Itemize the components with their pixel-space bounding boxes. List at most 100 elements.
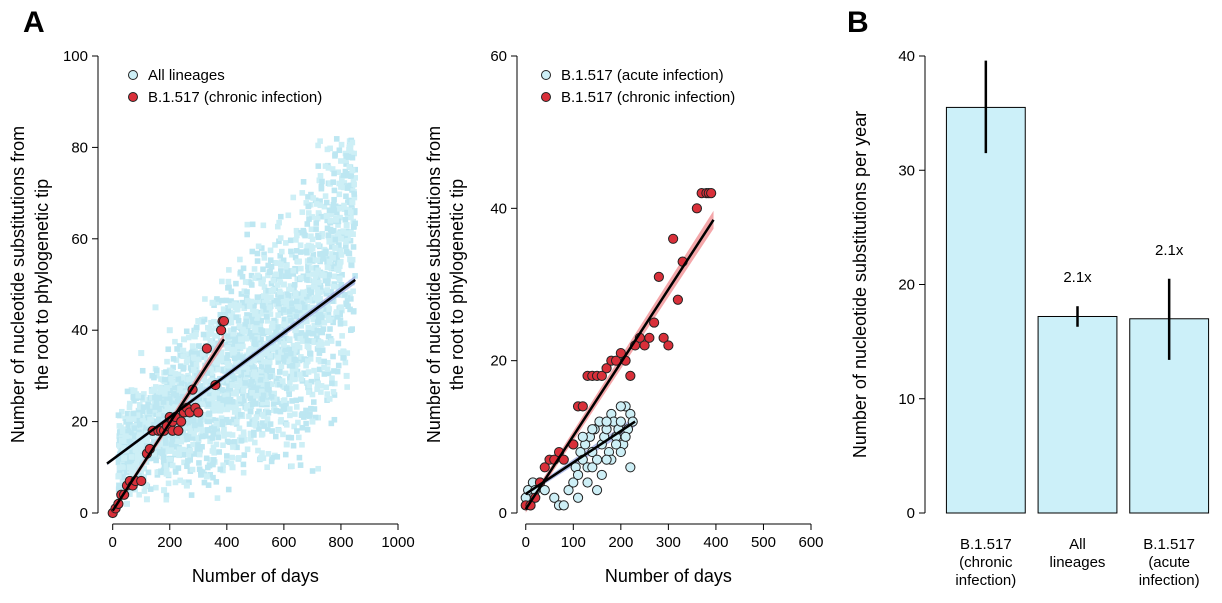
all-lineages-texture-1501 — [310, 271, 316, 277]
all-lineages-texture-1799 — [166, 432, 173, 439]
all-lineages-texture-2185 — [274, 343, 280, 350]
all-lineages-texture-2341 — [251, 336, 258, 343]
all-lineages-texture-2391 — [273, 408, 280, 414]
all-lineages-texture-1716 — [323, 384, 330, 391]
all-lineages-texture-1704 — [315, 314, 322, 321]
all-lineages-texture-2232 — [297, 304, 304, 311]
all-lineages-texture-416 — [237, 269, 244, 276]
all-lineages-texture-2491 — [280, 299, 287, 305]
all-lineages-texture-1932 — [174, 346, 180, 352]
all-lineages-texture-1454 — [308, 326, 315, 332]
chart-b: 2.1x2.1x B.1.517(chronicinfection)Alllin… — [850, 48, 1210, 589]
all-lineages-texture-1952 — [251, 421, 258, 428]
all-lineages-texture-1623 — [163, 463, 170, 469]
all-lineages-texture-1179 — [329, 375, 335, 382]
all-lineages-texture-2449 — [224, 355, 230, 361]
all-lineages-texture-825 — [297, 396, 304, 403]
all-lineages-texture-330 — [321, 371, 328, 377]
all-lineages-texture-1992 — [277, 235, 284, 241]
all-lineages-texture-980 — [239, 273, 246, 280]
all-lineages-texture-2465 — [320, 256, 326, 262]
all-lineages-texture-100 — [246, 323, 252, 330]
all-lineages-texture-2234 — [215, 355, 221, 362]
all-lineages-texture-743 — [265, 451, 272, 457]
all-lineages-texture-1524 — [313, 226, 319, 232]
all-lineages-texture-162 — [277, 253, 284, 259]
all-lineages-texture-1749 — [234, 383, 240, 390]
all-lineages-texture-1881 — [276, 273, 283, 279]
all-lineages-texture-2199 — [155, 412, 162, 419]
all-lineages-texture-2510 — [269, 320, 276, 327]
all-lineages-texture-2518 — [329, 166, 336, 172]
all-lineages-texture-944 — [244, 289, 250, 295]
all-lineages-texture-523 — [280, 257, 287, 264]
all-lineages-texture-1923 — [309, 468, 316, 474]
all-lineages-texture-1498 — [293, 237, 299, 243]
a1-point-0-2 — [126, 464, 133, 471]
a2-legend-label-1: B.1.517 (chronic infection) — [561, 89, 735, 106]
all-lineages-texture-2484 — [243, 318, 250, 325]
all-lineages-texture-2013 — [220, 367, 226, 374]
all-lineages-texture-2500 — [191, 430, 197, 437]
all-lineages-texture-2361 — [310, 195, 316, 201]
all-lineages-texture-2323 — [319, 178, 325, 185]
all-lineages-texture-1941 — [271, 396, 278, 402]
category-label-0-1: (chronic — [959, 554, 1013, 571]
all-lineages-texture-1387 — [327, 210, 334, 217]
all-lineages-texture-1866 — [204, 427, 211, 434]
all-lineages-texture-1817 — [153, 398, 160, 405]
all-lineages-texture-1870 — [242, 279, 249, 285]
all-lineages-texture-1926 — [263, 307, 269, 313]
all-lineages-texture-2429 — [236, 425, 243, 432]
all-lineages-texture-1407 — [344, 295, 351, 301]
all-lineages-texture-2167 — [244, 446, 251, 453]
all-lineages-texture-2347 — [303, 293, 310, 300]
all-lineages-texture-927 — [118, 424, 124, 431]
all-lineages-texture-1215 — [196, 397, 202, 403]
all-lineages-texture-267 — [287, 373, 293, 380]
all-lineages-texture-805 — [263, 396, 270, 403]
all-lineages-texture-1510 — [243, 369, 250, 375]
a2-point-0-6 — [539, 485, 550, 496]
all-lineages-texture-1290 — [234, 377, 241, 384]
all-lineages-texture-1688 — [300, 229, 307, 235]
all-lineages-texture-1864 — [249, 330, 256, 337]
all-lineages-texture-1525 — [265, 262, 272, 269]
a2-point-0-43 — [625, 462, 636, 473]
all-lineages-texture-1183 — [166, 400, 173, 406]
b-y-tick-label-4: 40 — [898, 48, 915, 65]
all-lineages-texture-1566 — [297, 242, 304, 248]
all-lineages-texture-210 — [264, 318, 271, 324]
all-lineages-texture-2001 — [268, 324, 275, 331]
all-lineages-texture-1928 — [287, 380, 293, 386]
all-lineages-texture-2385 — [191, 417, 197, 424]
all-lineages-texture-1712 — [336, 205, 342, 212]
all-lineages-texture-175 — [330, 353, 336, 360]
all-lineages-texture-2320 — [231, 326, 237, 332]
a2-point-0-45 — [591, 485, 603, 496]
a1-point-0-40 — [343, 222, 350, 229]
all-lineages-texture-1156 — [306, 216, 312, 222]
all-lineages-texture-245 — [247, 430, 254, 437]
all-lineages-texture-373 — [271, 390, 278, 397]
all-lineages-texture-2209 — [348, 262, 354, 268]
all-lineages-texture-2025 — [280, 307, 287, 313]
all-lineages-texture-2540 — [324, 264, 331, 271]
all-lineages-texture-1891 — [169, 368, 175, 375]
a1-point-0-28 — [275, 354, 282, 361]
all-lineages-texture-2239 — [273, 329, 279, 336]
all-lineages-texture-2587 — [124, 459, 131, 466]
all-lineages-texture-208 — [170, 364, 176, 371]
all-lineages-texture-1798 — [237, 256, 243, 263]
all-lineages-texture-2405 — [243, 335, 250, 342]
all-lineages-texture-1930 — [263, 399, 270, 406]
all-lineages-texture-2486 — [249, 390, 255, 396]
all-lineages-texture-1943 — [275, 312, 281, 318]
all-lineages-texture-2165 — [127, 439, 134, 446]
all-lineages-texture-2378 — [347, 173, 354, 179]
all-lineages-texture-1871 — [204, 370, 210, 376]
all-lineages-texture-2527 — [193, 324, 200, 331]
all-lineages-texture-2109 — [259, 328, 266, 334]
all-lineages-texture-2038 — [342, 359, 349, 366]
all-lineages-texture-1159 — [308, 233, 314, 239]
